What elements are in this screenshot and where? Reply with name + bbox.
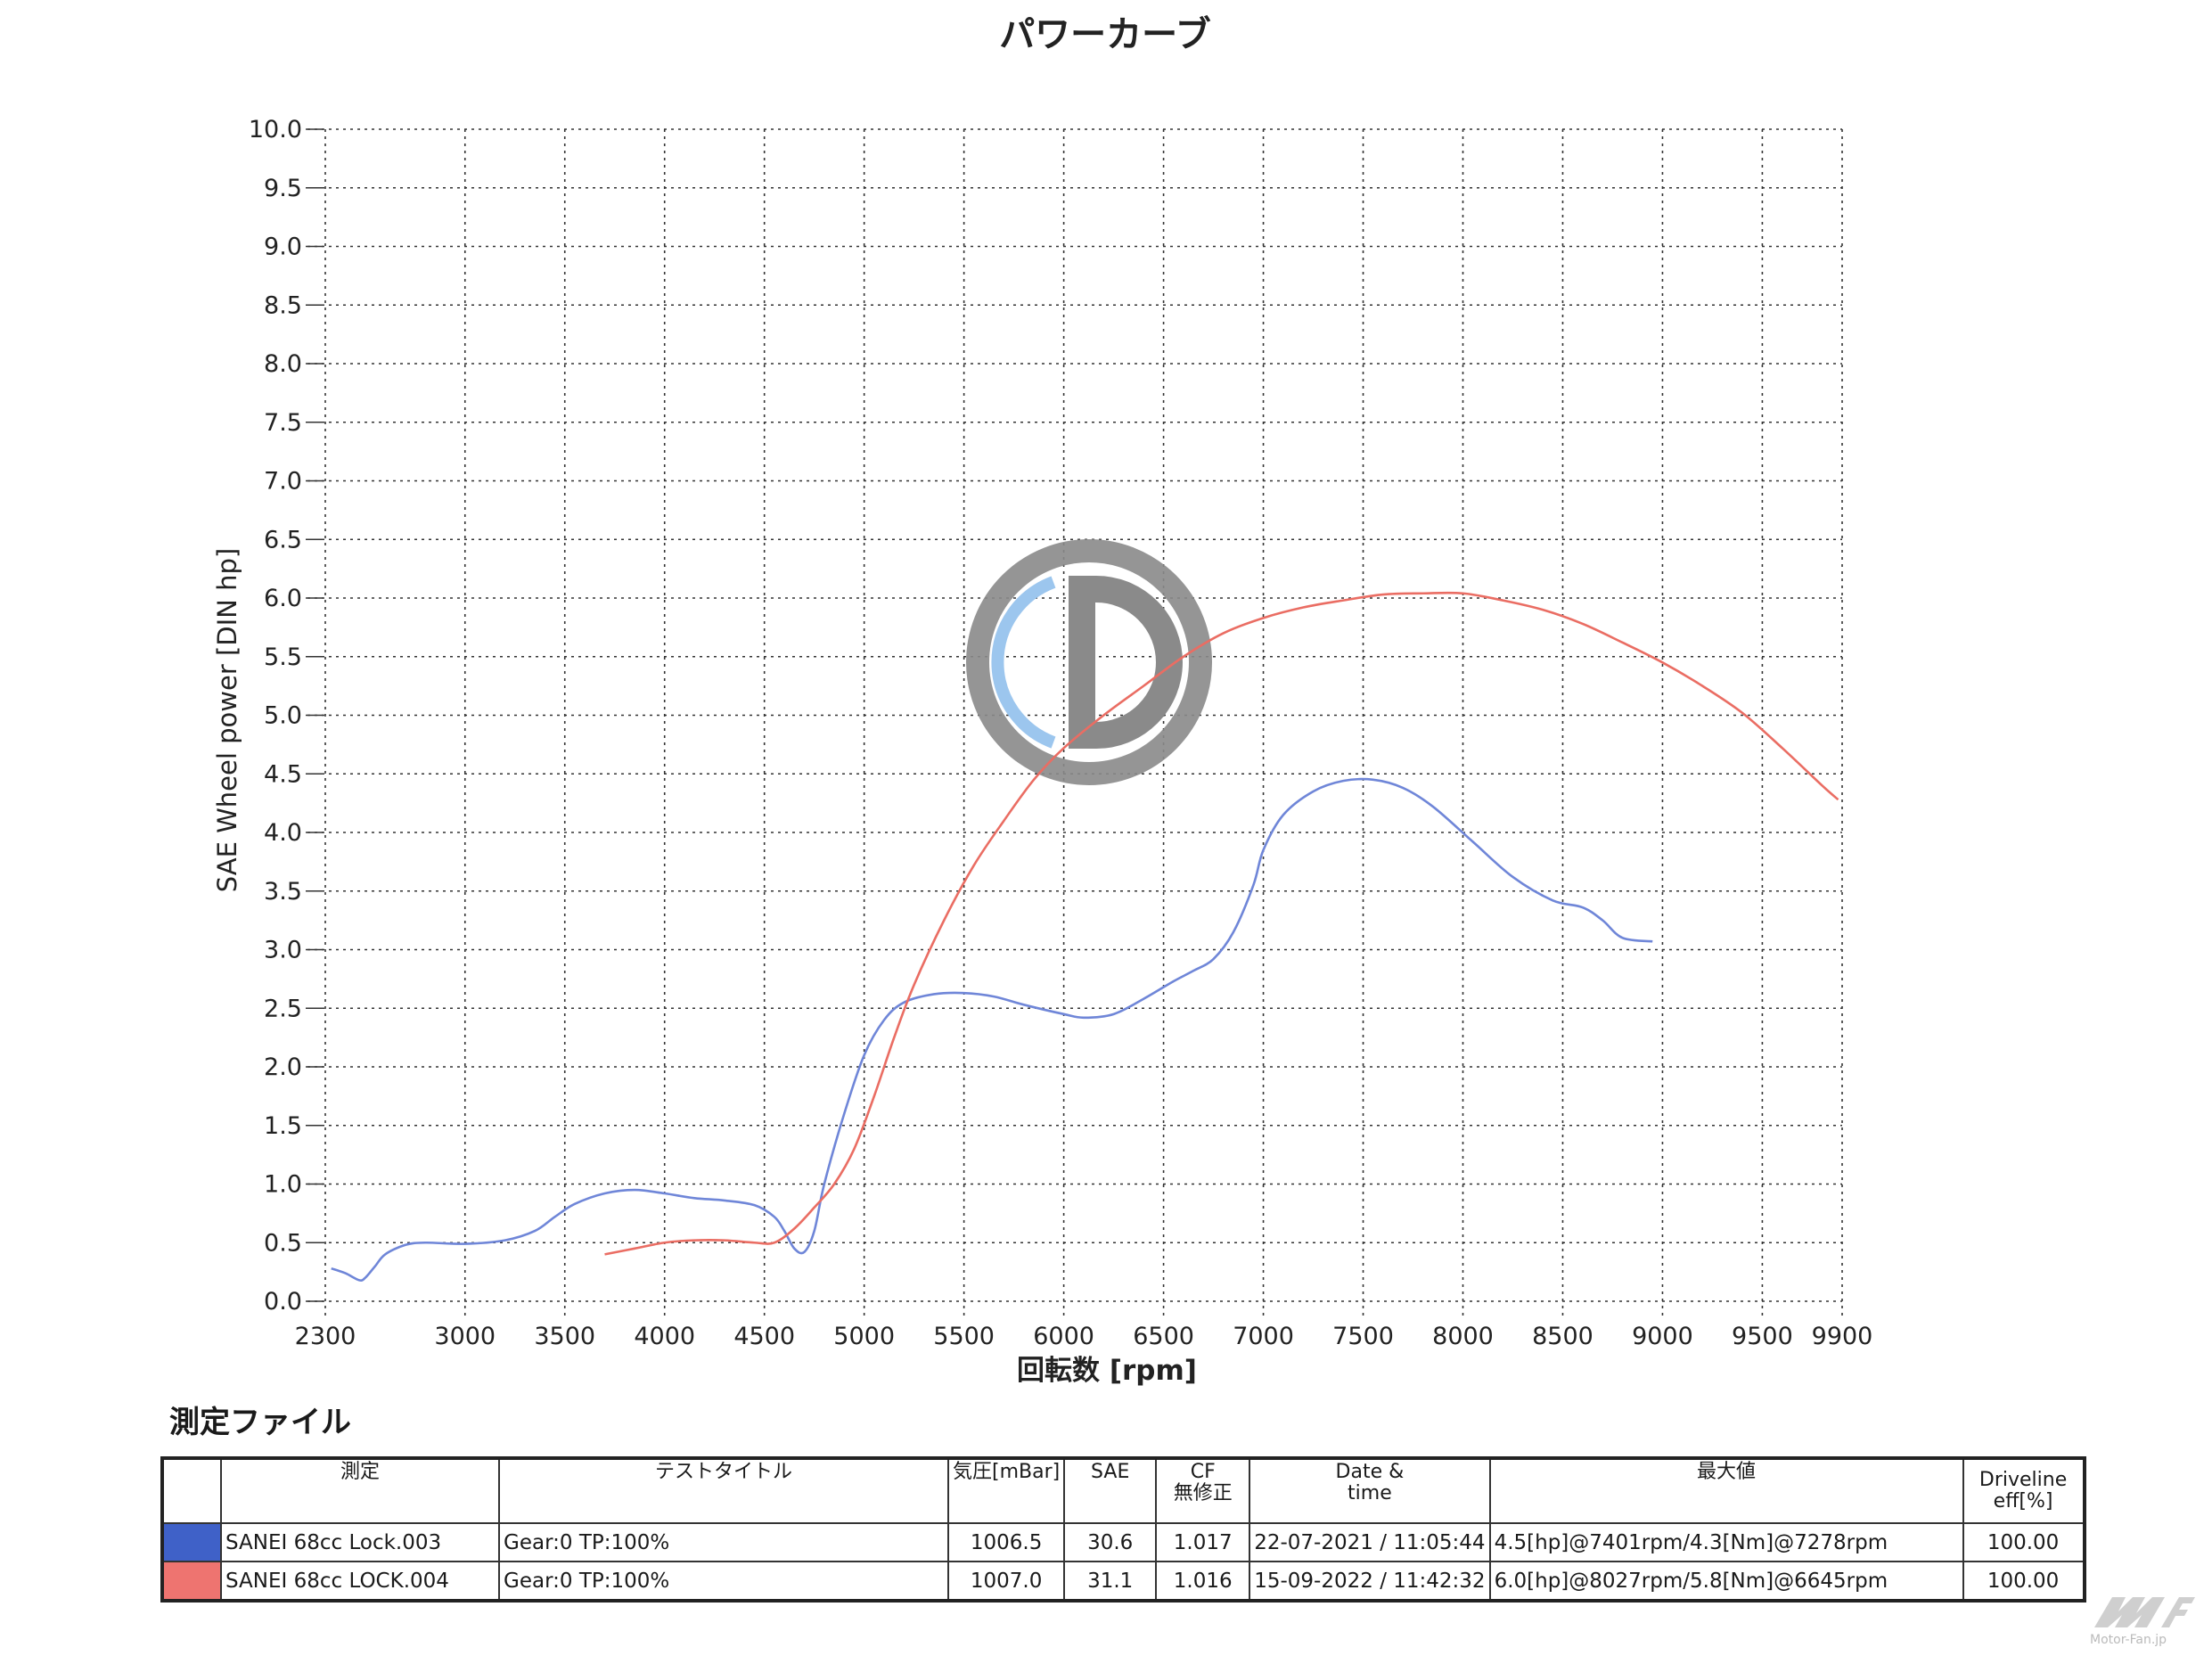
- y-tick-label: 5.5: [264, 643, 302, 671]
- watermark-letter: [1069, 576, 1183, 749]
- series-line-1: [331, 777, 1653, 1282]
- x-axis-ticks: 2300 3000 3500 4000 4500 5000 5500 6000 6500 7000…: [295, 1323, 1873, 1350]
- x-tick-label: 4000: [634, 1323, 695, 1350]
- x-tick-label: 7000: [1233, 1323, 1294, 1350]
- header-eff-line1: Driveline: [1979, 1469, 2068, 1491]
- header-date-line1: Date &: [1335, 1461, 1405, 1483]
- row-test-title: Gear:0 TP:100%: [498, 1561, 949, 1602]
- table-header-row: 測定 テストタイトル 気圧[mBar] SAE CF 無修正 Date & time…: [161, 1457, 2085, 1524]
- y-tick-label: 1.5: [264, 1112, 302, 1140]
- x-axis-title: 回転数 [rpm]: [1017, 1355, 1197, 1387]
- y-tick-label: 4.5: [264, 760, 302, 788]
- y-axis-title: SAE Wheel power [DIN hp]: [212, 548, 242, 892]
- row-cf: 1.017: [1155, 1522, 1251, 1562]
- header-date-line2: time: [1348, 1482, 1392, 1504]
- x-tick-label: 5500: [933, 1323, 995, 1350]
- x-tick-label: 7500: [1332, 1323, 1394, 1350]
- x-tick-label: 6500: [1133, 1323, 1194, 1350]
- x-tick-label: 5000: [833, 1323, 895, 1350]
- header-sae: SAE: [1063, 1457, 1158, 1524]
- row-max: 6.0[hp]@8027rpm/5.8[Nm]@6645rpm: [1488, 1561, 1964, 1602]
- x-tick-label: 8500: [1532, 1323, 1593, 1350]
- row-name: SANEI 68cc Lock.003: [220, 1522, 500, 1562]
- section-title: 測定ファイル: [169, 1405, 351, 1440]
- y-tick-label: 8.5: [264, 291, 302, 319]
- x-tick-label: 9000: [1632, 1323, 1693, 1350]
- power-curve-chart: パワーカーブ 0.0 0.5 1.0 1.5 2.0 2.5 3.0 3.5 4.0 4.5 5.0…: [212, 14, 1873, 1387]
- row-color-swatch: [161, 1561, 222, 1602]
- row-date: 15-09-2022 / 11:42:32: [1249, 1561, 1491, 1602]
- y-tick-label: 7.5: [264, 409, 302, 437]
- x-tick-label: 8000: [1432, 1323, 1494, 1350]
- header-eff-line2: eff[%]: [1993, 1490, 2053, 1512]
- table-row: SANEI 68cc Lock.003 Gear:0 TP:100% 1006.…: [161, 1522, 2085, 1562]
- x-tick-label: 9900: [1812, 1323, 1873, 1350]
- y-tick-label: 4.0: [264, 819, 302, 847]
- y-tick-label: 0.5: [264, 1229, 302, 1257]
- watermark-ring: [966, 539, 1212, 785]
- x-tick-label: 3000: [434, 1323, 496, 1350]
- watermark-accent: [991, 576, 1056, 749]
- brand-logo-icon: [2094, 1597, 2195, 1627]
- header-name: 測定: [220, 1457, 500, 1524]
- x-tick-label: 6000: [1033, 1323, 1094, 1350]
- y-tick-label: 9.5: [264, 175, 302, 202]
- row-eff: 100.00: [1962, 1561, 2085, 1602]
- row-max: 4.5[hp]@7401rpm/4.3[Nm]@7278rpm: [1488, 1522, 1964, 1562]
- row-eff: 100.00: [1962, 1522, 2085, 1562]
- header-pressure: 気圧[mBar]: [946, 1457, 1066, 1524]
- header-cf-line2: 無修正: [1173, 1482, 1233, 1504]
- y-tick-label: 0.0: [264, 1288, 302, 1316]
- row-sae: 31.1: [1063, 1561, 1158, 1602]
- brand-text: Motor-Fan.jp: [2090, 1633, 2167, 1647]
- row-cf: 1.016: [1155, 1561, 1251, 1602]
- y-tick-label: 6.0: [264, 585, 302, 612]
- row-pressure: 1007.0: [946, 1561, 1066, 1602]
- x-tick-label: 9500: [1732, 1323, 1793, 1350]
- x-tick-label: 3500: [534, 1323, 595, 1350]
- y-tick-label: 7.0: [264, 468, 302, 496]
- chart-title: パワーカーブ: [999, 14, 1211, 55]
- y-tick-label: 10.0: [249, 116, 302, 143]
- row-name: SANEI 68cc LOCK.004: [220, 1561, 500, 1602]
- x-tick-label: 4500: [733, 1323, 795, 1350]
- row-test-title: Gear:0 TP:100%: [498, 1522, 949, 1562]
- header-date: Date & time: [1249, 1457, 1491, 1524]
- y-tick-label: 6.5: [264, 526, 302, 553]
- header-test-title: テストタイトル: [498, 1457, 949, 1524]
- header-eff: Driveline eff[%]: [1962, 1457, 2085, 1524]
- header-cf: CF 無修正: [1155, 1457, 1251, 1524]
- x-tick-label: 2300: [295, 1323, 356, 1350]
- y-tick-label: 5.0: [264, 702, 302, 730]
- table-row: SANEI 68cc LOCK.004 Gear:0 TP:100% 1007.…: [161, 1561, 2085, 1602]
- row-pressure: 1006.5: [946, 1522, 1066, 1562]
- y-tick-label: 8.0: [264, 350, 302, 378]
- y-axis-ticks: 0.0 0.5 1.0 1.5 2.0 2.5 3.0 3.5 4.0 4.5 5.0 5.5 6.0 6…: [249, 116, 324, 1316]
- watermark-logo: [966, 539, 1212, 785]
- header-max: 最大値: [1488, 1457, 1964, 1524]
- row-color-swatch: [161, 1522, 222, 1562]
- series-layer: [331, 591, 1839, 1282]
- grid: [307, 128, 1843, 1319]
- series-line-2: [604, 591, 1839, 1256]
- y-tick-label: 2.5: [264, 995, 302, 1022]
- y-tick-label: 9.0: [264, 234, 302, 261]
- row-date: 22-07-2021 / 11:05:44: [1249, 1522, 1491, 1562]
- y-tick-label: 2.0: [264, 1053, 302, 1081]
- y-tick-label: 3.0: [264, 937, 302, 964]
- header-cf-line1: CF: [1190, 1461, 1216, 1483]
- row-sae: 30.6: [1063, 1522, 1158, 1562]
- y-tick-label: 3.5: [264, 878, 302, 906]
- measurement-files-table: 測定 テストタイトル 気圧[mBar] SAE CF 無修正 Date & time…: [160, 1456, 2086, 1603]
- y-tick-label: 1.0: [264, 1171, 302, 1199]
- header-color: [161, 1457, 222, 1524]
